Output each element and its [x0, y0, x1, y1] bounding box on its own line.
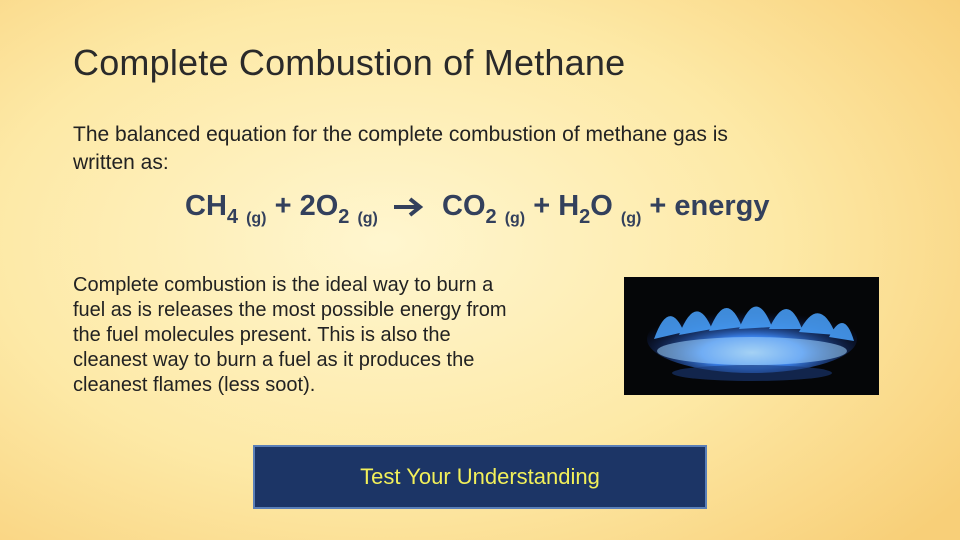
text-line: fuel as is releases the most possible en…	[73, 299, 507, 321]
formula: CO	[442, 190, 486, 222]
equation: CH4 (g) + 2O2 (g) CO2 (g) + H2O (g) + en…	[185, 190, 770, 228]
body-text: Complete combustion is the ideal way to …	[73, 273, 507, 398]
text-line: cleanest flames (less soot).	[73, 374, 316, 396]
state: (g)	[357, 210, 378, 227]
formula: + 2O	[274, 190, 339, 222]
text-line: written as:	[73, 151, 169, 174]
test-button[interactable]: Test Your Understanding	[253, 445, 707, 509]
state: (g)	[246, 210, 267, 227]
text-line: cleanest way to burn a fuel as it produc…	[73, 349, 475, 371]
formula: O	[590, 190, 613, 222]
button-label: Test Your Understanding	[360, 464, 600, 489]
slide-title: Complete Combustion of Methane	[73, 42, 626, 83]
text-line: Complete combustion is the ideal way to …	[73, 274, 494, 296]
formula: + energy	[649, 190, 770, 222]
subscript: 2	[338, 206, 350, 228]
formula: + H	[533, 190, 580, 222]
subscript: 2	[579, 206, 591, 228]
formula: CH	[185, 190, 227, 222]
flame-photo	[624, 277, 879, 395]
text-line: the fuel molecules present. This is also…	[73, 324, 451, 346]
state: (g)	[620, 210, 642, 227]
subscript: 2	[485, 206, 497, 228]
subscript: 4	[226, 206, 239, 228]
intro-text: The balanced equation for the complete c…	[73, 121, 728, 177]
text-line: The balanced equation for the complete c…	[73, 123, 728, 146]
state: (g)	[504, 210, 526, 227]
arrow	[393, 197, 424, 217]
